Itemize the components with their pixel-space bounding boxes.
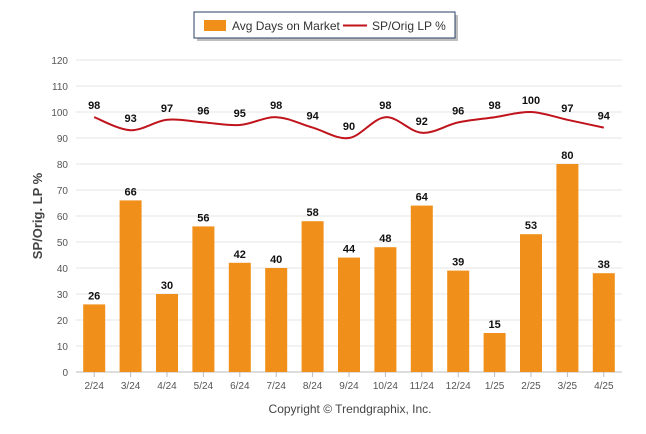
bar-value-label: 53 <box>525 220 537 232</box>
x-tick-label: 2/25 <box>521 381 541 392</box>
x-tick-label: 10/24 <box>373 381 398 392</box>
line-value-label: 93 <box>124 113 136 125</box>
y-axis-title: SP/Orig. LP % <box>30 172 45 259</box>
x-tick-label: 4/25 <box>594 381 614 392</box>
bar-value-label: 48 <box>379 233 391 245</box>
bar <box>228 262 251 372</box>
line-value-label: 98 <box>488 100 500 112</box>
line-value-label: 97 <box>561 103 573 115</box>
x-tick-label: 5/24 <box>194 381 214 392</box>
line-value-label: 97 <box>161 103 173 115</box>
bar-value-label: 44 <box>343 244 356 256</box>
bar-value-label: 66 <box>124 186 136 198</box>
line-value-label: 95 <box>234 108 246 120</box>
y-tick-label: 30 <box>57 290 69 301</box>
bar <box>301 221 324 372</box>
bar <box>410 205 433 372</box>
y-tick-label: 110 <box>52 82 68 93</box>
legend: Avg Days on Market SP/Orig LP % <box>193 11 458 41</box>
copyright: Copyright © Trendgraphix, Inc. <box>269 402 432 416</box>
x-tick-label: 2/24 <box>84 381 104 392</box>
bar <box>265 268 288 372</box>
legend-box <box>193 11 456 39</box>
bar-value-label: 80 <box>561 150 573 162</box>
bar <box>483 333 506 372</box>
bar-value-label: 15 <box>488 319 500 331</box>
x-tick-label: 3/25 <box>558 381 578 392</box>
x-tick-label: 12/24 <box>446 381 471 392</box>
line-value-label: 94 <box>306 111 319 123</box>
x-axis-ticks: 2/24 3/24 4/24 5/24 6/24 7/24 8/24 9/24 10/24 11/… <box>84 372 614 392</box>
bar <box>192 226 215 372</box>
bar <box>520 234 542 372</box>
bar <box>556 164 579 372</box>
line-value-label: 98 <box>379 100 391 112</box>
sp-orig-lp-line <box>93 110 605 140</box>
y-tick-label: 20 <box>57 316 69 327</box>
x-tick-label: 11/24 <box>410 381 435 392</box>
bar <box>119 200 142 372</box>
line-value-label: 98 <box>88 100 100 112</box>
y-tick-label: 60 <box>57 212 69 223</box>
bar-value-label: 38 <box>598 259 610 271</box>
y-tick-label: 90 <box>57 134 69 145</box>
x-tick-label: 1/25 <box>485 381 505 392</box>
y-tick-label: 40 <box>57 264 69 275</box>
line-series <box>93 110 605 140</box>
line-value-label: 94 <box>598 111 611 123</box>
bar <box>83 304 106 372</box>
line-value-label: 92 <box>416 116 428 128</box>
x-tick-label: 3/24 <box>121 381 141 392</box>
line-value-label: 96 <box>197 105 209 117</box>
y-tick-label: 70 <box>57 186 69 197</box>
x-tick-label: 4/24 <box>157 381 177 392</box>
line-value-label: 90 <box>343 121 355 133</box>
bar-value-label: 64 <box>416 192 429 204</box>
line-value-label: 100 <box>522 95 540 107</box>
bar-value-label: 56 <box>197 212 209 224</box>
bar <box>156 294 178 372</box>
x-tick-label: 6/24 <box>230 381 250 392</box>
legend-label-line: SP/Orig LP % <box>372 19 446 33</box>
bar-value-label: 40 <box>270 254 282 266</box>
bar-value-label: 42 <box>234 249 246 261</box>
bar <box>374 247 397 372</box>
bar-value-label: 26 <box>88 290 100 302</box>
legend-swatch-bar <box>204 20 226 31</box>
x-tick-label: 9/24 <box>339 381 359 392</box>
y-tick-label: 10 <box>57 342 69 353</box>
x-tick-label: 8/24 <box>303 381 323 392</box>
y-tick-label: 50 <box>57 238 69 249</box>
bar <box>338 257 360 372</box>
y-axis-ticks: 0 10 20 30 40 50 60 70 80 90 100 110 120 <box>51 56 68 379</box>
bars <box>83 164 615 372</box>
bar-value-label: 30 <box>161 280 173 292</box>
line-value-label: 98 <box>270 100 282 112</box>
x-tick-label: 7/24 <box>266 381 286 392</box>
y-tick-label: 0 <box>62 368 68 379</box>
y-tick-label: 100 <box>51 108 68 119</box>
line-value-label: 96 <box>452 105 464 117</box>
bar-value-label: 58 <box>306 207 318 219</box>
legend-label-bar: Avg Days on Market <box>232 19 340 33</box>
bar-value-label: 39 <box>452 257 464 269</box>
bar <box>447 270 470 372</box>
data-labels: 26 66 30 56 42 40 58 44 48 64 39 15 53 80 38 98 93 97 96 95… <box>88 95 611 331</box>
y-tick-label: 120 <box>51 56 68 67</box>
y-tick-label: 80 <box>57 160 69 171</box>
bar <box>592 273 615 372</box>
